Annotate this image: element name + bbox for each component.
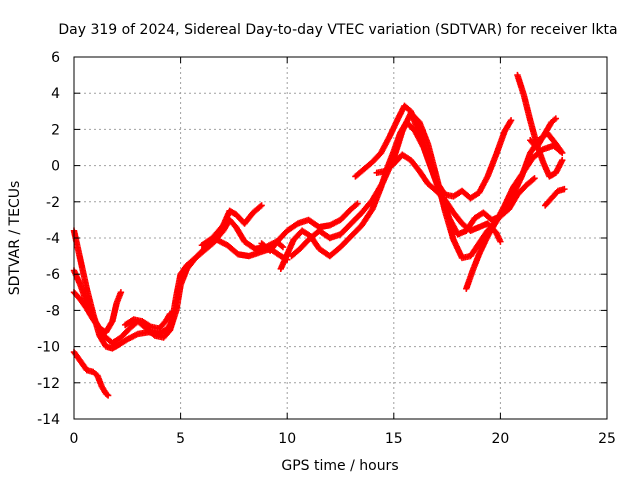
axis-ticks [73,56,608,420]
data-point [353,201,360,208]
y-tick-label: 6 [51,50,60,66]
data-point [279,243,287,251]
x-tick-label: 0 [70,431,79,447]
data-point [354,200,361,207]
y-tick-label: -6 [46,267,60,283]
data-point [117,289,125,296]
x-tick-label: 10 [278,431,296,447]
series-track [70,236,291,347]
series-track [373,151,504,245]
data-point [530,176,537,183]
data-point [166,310,174,318]
data-point [104,392,112,399]
data-point [278,242,285,250]
data-point [497,238,504,245]
y-tick-label: -8 [46,303,60,319]
series-track [70,348,112,399]
series-track [352,102,515,202]
data-point [558,148,565,155]
series-track [121,310,174,332]
series-track [70,289,125,336]
series-track [198,202,265,249]
data-point [559,156,566,164]
data-point [531,175,538,182]
y-axis-label: SDTVAR / TECUs [7,181,23,296]
y-tick-labels: -14 -12 -10 -8 -6 -4 -2 0 2 4 6 [37,50,60,428]
x-axis-label: GPS time / hours [281,458,398,474]
data-point [559,149,566,157]
y-tick-label: 2 [51,122,60,138]
data-point [561,185,568,193]
y-tick-label: -14 [37,412,60,428]
series-track [541,185,568,209]
series-track [514,71,566,180]
series-track [527,115,560,151]
y-tick-label: 4 [51,86,60,102]
x-tick-labels: 0 5 10 15 20 25 [70,431,616,447]
data-point [507,117,515,124]
x-tick-label: 15 [385,431,403,447]
series-track [463,129,566,292]
data-point [257,203,264,210]
series-track [258,200,361,254]
x-tick-label: 25 [598,431,616,447]
data-point [258,202,265,209]
y-tick-label: -10 [37,340,60,356]
data-point [552,115,560,122]
y-tick-label: -4 [46,231,60,247]
data-points [70,71,568,399]
grid-lines [74,57,607,419]
y-tick-label: -2 [46,195,60,211]
x-tick-label: 20 [491,431,509,447]
y-tick-label: -12 [37,376,60,392]
y-tick-label: 0 [51,159,60,175]
chart-title: Day 319 of 2024, Sidereal Day-to-day VTE… [58,22,617,38]
data-point [103,391,111,398]
x-tick-label: 5 [176,431,185,447]
